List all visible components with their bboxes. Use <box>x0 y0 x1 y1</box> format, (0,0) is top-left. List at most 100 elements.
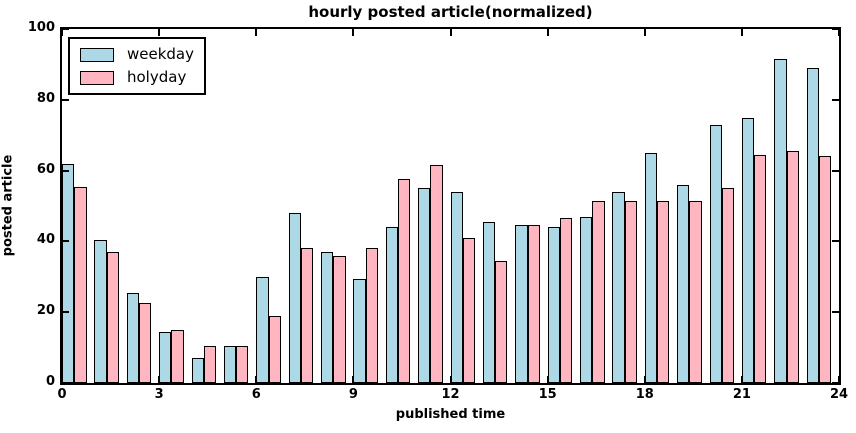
legend-swatch-holyday <box>80 70 114 85</box>
y-tick-right-60 <box>832 169 839 172</box>
legend: weekday holyday <box>68 37 206 95</box>
bar-holyday-h3 <box>171 329 184 383</box>
chart-title: hourly posted article(normalized) <box>308 3 593 21</box>
x-tick-top-9 <box>352 29 355 36</box>
bar-weekday-h5 <box>223 345 237 383</box>
bar-weekday-h1 <box>94 239 107 383</box>
bar-holyday-h12 <box>462 237 476 383</box>
bar-holyday-h10 <box>398 179 411 383</box>
bar-holyday-h2 <box>139 303 152 383</box>
bar-weekday-h13 <box>482 221 496 383</box>
x-tick-bottom-0 <box>61 376 63 383</box>
x-tick-bottom-9 <box>352 376 355 383</box>
bar-weekday-h15 <box>547 227 560 383</box>
legend-swatch-weekday <box>80 47 114 62</box>
bar-weekday-h8 <box>321 252 334 383</box>
bar-weekday-h19 <box>677 184 690 383</box>
bar-weekday-h3 <box>159 331 172 383</box>
y-tick-right-40 <box>832 240 839 243</box>
x-tick-label-12: 12 <box>441 387 460 402</box>
bar-weekday-h16 <box>580 216 593 383</box>
y-tick-left-80 <box>62 98 69 101</box>
x-tick-top-0 <box>61 29 63 36</box>
y-tick-left-40 <box>62 240 69 243</box>
bar-holyday-h7 <box>300 248 314 383</box>
y-tick-left-0 <box>62 382 69 384</box>
ticks-layer <box>61 28 840 384</box>
x-tick-bottom-3 <box>158 376 161 383</box>
bar-holyday-h16 <box>592 200 605 383</box>
x-tick-label-3: 3 <box>154 387 164 402</box>
bar-holyday-h6 <box>268 315 281 383</box>
bar-holyday-h8 <box>333 255 346 383</box>
y-tick-label-0: 0 <box>45 374 55 389</box>
x-tick-bottom-15 <box>546 376 549 383</box>
y-tick-right-20 <box>832 311 839 314</box>
y-tick-label-20: 20 <box>36 303 55 319</box>
bar-holyday-h9 <box>365 248 378 383</box>
legend-label-weekday: weekday <box>127 45 195 63</box>
x-tick-label-0: 0 <box>57 387 67 402</box>
x-tick-top-21 <box>740 29 743 36</box>
bar-weekday-h9 <box>353 278 366 383</box>
legend-item-holyday: holyday <box>70 70 204 85</box>
bar-holyday-h22 <box>786 151 799 383</box>
bar-holyday-h4 <box>203 345 217 383</box>
x-tick-bottom-12 <box>449 376 452 383</box>
bar-holyday-h18 <box>657 200 670 383</box>
bar-holyday-h20 <box>721 188 735 383</box>
bar-weekday-h17 <box>612 191 625 383</box>
x-tick-label-6: 6 <box>251 387 261 402</box>
bar-holyday-h1 <box>106 252 119 383</box>
bar-holyday-h23 <box>818 156 832 383</box>
x-tick-top-6 <box>255 29 258 36</box>
x-tick-top-12 <box>449 29 452 36</box>
x-tick-label-15: 15 <box>538 387 557 402</box>
y-tick-label-60: 60 <box>36 161 55 177</box>
bar-weekday-h12 <box>450 191 463 383</box>
x-tick-label-9: 9 <box>348 387 358 402</box>
y-tick-label-80: 80 <box>36 90 55 106</box>
y-tick-right-0 <box>832 382 839 384</box>
bars-layer <box>62 29 839 383</box>
bar-weekday-h23 <box>806 67 819 383</box>
bar-holyday-h19 <box>689 200 702 383</box>
y-axis-label: posted article <box>0 154 16 257</box>
legend-label-holyday: holyday <box>127 68 187 86</box>
x-tick-label-24: 24 <box>829 387 849 402</box>
y-tick-left-100 <box>62 28 69 30</box>
x-tick-bottom-21 <box>740 376 743 383</box>
bar-weekday-h20 <box>709 124 722 383</box>
bar-weekday-h2 <box>126 292 140 383</box>
x-tick-top-3 <box>158 29 161 36</box>
x-tick-label-21: 21 <box>732 387 751 402</box>
y-tick-right-100 <box>832 28 839 30</box>
bar-weekday-h18 <box>644 152 658 383</box>
y-tick-label-100: 100 <box>27 20 55 35</box>
bar-holyday-h13 <box>495 260 508 383</box>
x-axis-label: published time <box>395 407 506 422</box>
x-tick-top-15 <box>546 29 549 36</box>
plot-area: weekday holyday <box>60 27 841 385</box>
bar-holyday-h15 <box>559 218 573 383</box>
bar-weekday-h4 <box>191 358 204 383</box>
bar-weekday-h14 <box>515 225 528 383</box>
bar-weekday-h6 <box>256 276 269 383</box>
bar-weekday-h21 <box>741 117 755 383</box>
legend-item-weekday: weekday <box>70 47 204 62</box>
bar-holyday-h11 <box>430 165 443 383</box>
bar-weekday-h11 <box>418 188 431 383</box>
bar-holyday-h14 <box>527 225 540 383</box>
bar-holyday-h5 <box>236 345 249 383</box>
bar-holyday-h0 <box>74 186 87 383</box>
bar-weekday-h22 <box>774 59 787 383</box>
y-tick-label-40: 40 <box>36 232 55 248</box>
bar-weekday-h7 <box>288 213 301 383</box>
y-tick-right-80 <box>832 98 839 101</box>
x-tick-bottom-18 <box>643 376 646 383</box>
x-tick-bottom-24 <box>838 376 840 383</box>
x-tick-bottom-6 <box>255 376 258 383</box>
bar-weekday-h10 <box>385 227 399 383</box>
y-tick-left-60 <box>62 169 69 172</box>
